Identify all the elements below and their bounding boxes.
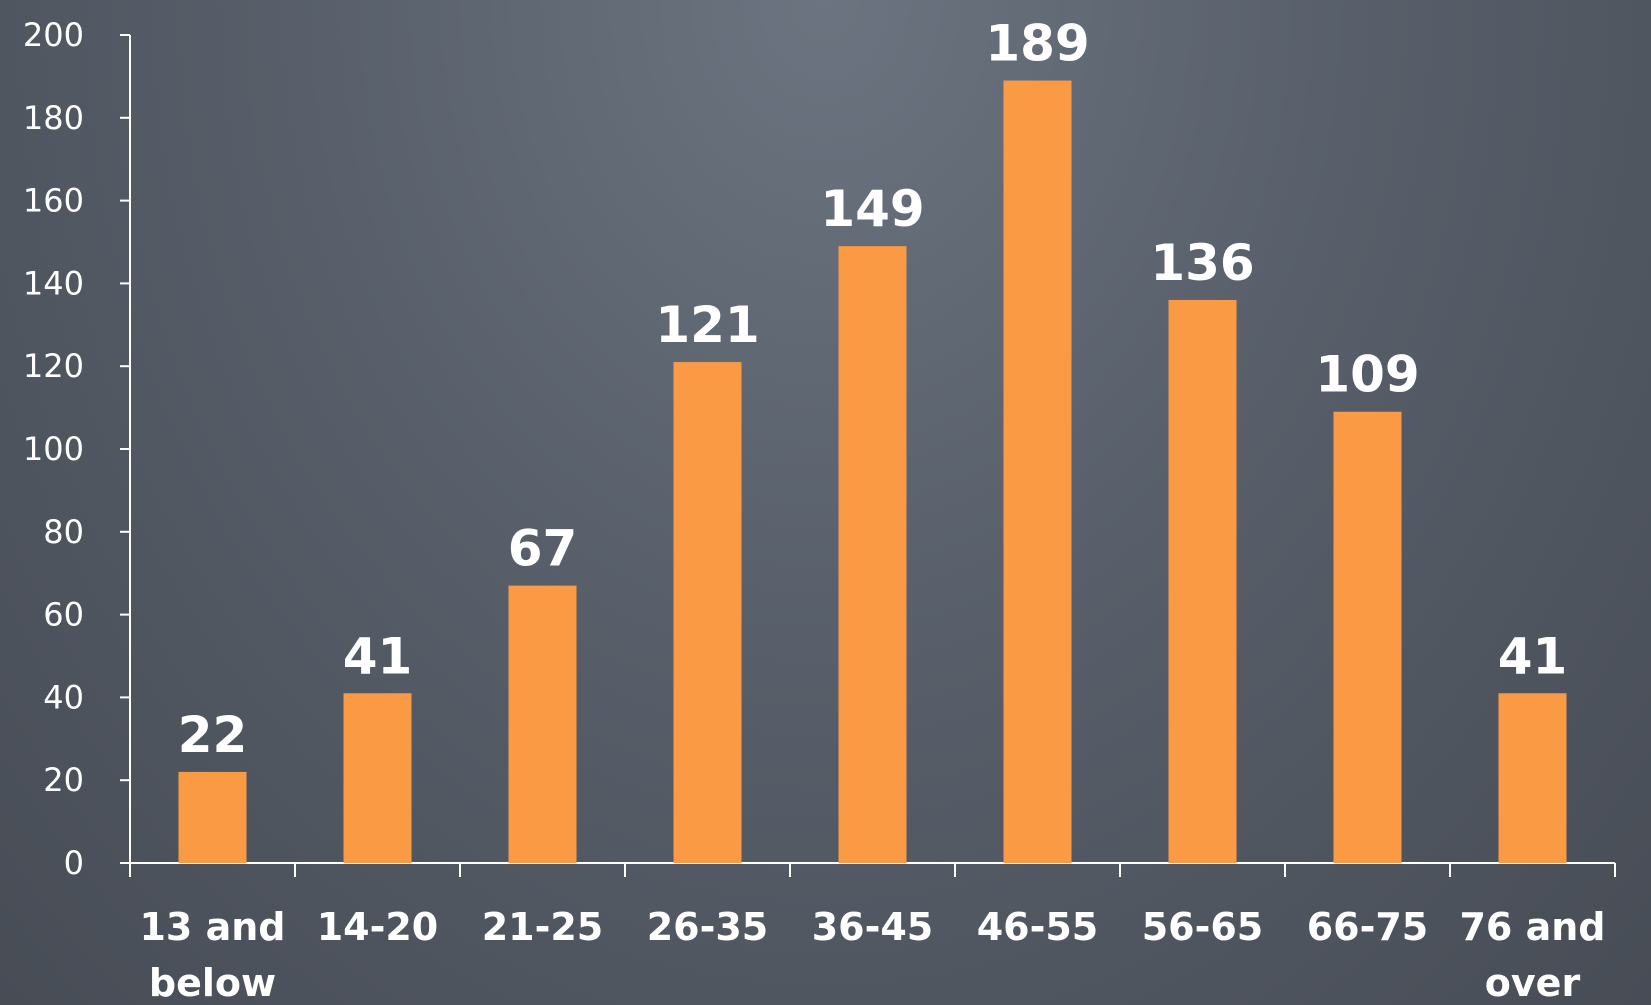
x-tick-label: 76 and over xyxy=(1459,905,1605,1005)
data-label: 121 xyxy=(655,296,759,354)
x-tick-label-line: 36-45 xyxy=(812,905,934,949)
data-labels: 22 41 67 121 149 189 136 109 41 xyxy=(178,15,1568,764)
y-tick-label: 60 xyxy=(43,596,84,634)
y-tick-label: 40 xyxy=(43,678,84,716)
data-label: 136 xyxy=(1150,234,1254,292)
x-tick-label-line: 26-35 xyxy=(647,905,769,949)
x-tick-label: 36-45 xyxy=(812,905,934,949)
bars xyxy=(178,80,1567,864)
bar xyxy=(838,246,907,863)
data-label: 41 xyxy=(1498,627,1568,685)
x-tick-label: 26-35 xyxy=(647,905,769,949)
data-label: 41 xyxy=(343,627,413,685)
bar xyxy=(1003,80,1072,864)
x-tick-label-line: below xyxy=(149,961,276,1005)
bar xyxy=(178,771,247,863)
data-label: 109 xyxy=(1315,346,1419,404)
data-label: 189 xyxy=(985,15,1089,73)
x-tick-label-line: over xyxy=(1485,961,1581,1005)
x-tick-label-line: 46-55 xyxy=(977,905,1099,949)
x-tick-label: 13 and below xyxy=(139,905,285,1005)
x-tick-label: 56-65 xyxy=(1142,905,1264,949)
data-label: 149 xyxy=(820,180,924,238)
x-tick-label-line: 56-65 xyxy=(1142,905,1264,949)
bar xyxy=(1333,411,1402,863)
x-tick-label: 14-20 xyxy=(317,905,439,949)
x-tick-label-line: 14-20 xyxy=(317,905,439,949)
y-tick-label: 100 xyxy=(23,430,84,468)
y-tick-label: 160 xyxy=(23,182,84,220)
bar xyxy=(1498,693,1567,863)
y-tick-label: 0 xyxy=(64,844,84,882)
x-tick-label: 46-55 xyxy=(977,905,1099,949)
bar xyxy=(1168,299,1237,864)
x-tick-label-line: 21-25 xyxy=(482,905,604,949)
x-tick-label-line: 76 and xyxy=(1459,905,1605,949)
x-axis: 13 and below 14-20 21-25 26-35 36-45 46-55 56-6… xyxy=(129,862,1616,1005)
bar xyxy=(343,693,412,863)
x-tick-label: 21-25 xyxy=(482,905,604,949)
y-tick-label: 80 xyxy=(43,513,84,551)
data-label: 22 xyxy=(178,706,248,764)
y-tick-label: 120 xyxy=(23,347,84,385)
bar xyxy=(673,362,742,863)
x-tick-label-line: 13 and xyxy=(139,905,285,949)
y-tick-label: 200 xyxy=(23,16,84,54)
y-axis: 0 20 40 60 80 100 120 140 160 180 200 xyxy=(23,16,131,882)
data-label: 67 xyxy=(508,520,578,578)
y-tick-label: 20 xyxy=(43,761,84,799)
y-tick-label: 180 xyxy=(23,99,84,137)
bar xyxy=(508,585,577,863)
x-tick-label: 66-75 xyxy=(1307,905,1429,949)
x-tick-label-line: 66-75 xyxy=(1307,905,1429,949)
y-tick-label: 140 xyxy=(23,264,84,302)
